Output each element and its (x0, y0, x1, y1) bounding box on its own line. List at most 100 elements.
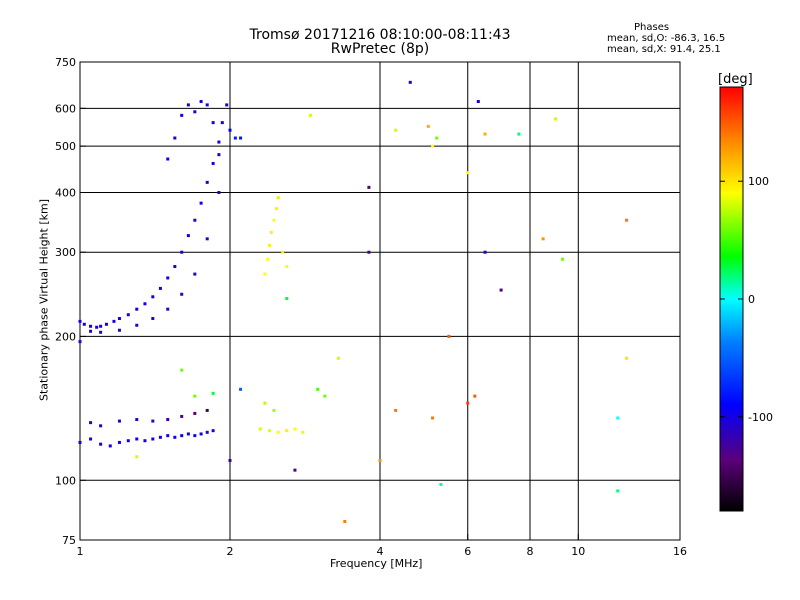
data-point (99, 424, 103, 428)
data-point (323, 394, 327, 398)
data-point (233, 136, 237, 140)
data-point (275, 207, 279, 211)
data-point (285, 297, 289, 301)
data-point (553, 117, 557, 121)
data-point (143, 302, 147, 306)
data-point (108, 444, 112, 448)
data-point (276, 430, 280, 434)
chart-title: Tromsø 20171216 08:10:00-08:11:43 (249, 27, 511, 43)
data-point (99, 330, 103, 334)
data-point (186, 234, 190, 238)
data-point (301, 430, 305, 434)
data-point (135, 323, 139, 327)
data-point (276, 196, 280, 200)
x-axis-label: Frequency [MHz] (330, 557, 423, 570)
phases-x-stats: mean, sd,X: 91.4, 25.1 (607, 44, 721, 55)
data-point (193, 110, 197, 114)
data-point (78, 319, 82, 323)
data-point (99, 324, 103, 328)
data-point (316, 387, 320, 391)
data-point (466, 171, 470, 175)
y-tick-label: 750 (55, 56, 76, 69)
data-point (483, 132, 487, 136)
data-point (431, 416, 435, 420)
colorbar-tick-label: -100 (748, 411, 773, 424)
y-tick-label: 300 (55, 246, 76, 259)
data-point (205, 103, 209, 107)
data-point (308, 113, 312, 117)
data-point (104, 322, 108, 326)
data-point (267, 429, 271, 433)
data-point (166, 418, 170, 422)
data-point (166, 157, 170, 161)
data-point (263, 401, 267, 405)
data-point (117, 328, 121, 332)
data-point (466, 401, 470, 405)
data-point (476, 100, 480, 104)
data-point (126, 313, 130, 317)
data-point (205, 180, 209, 184)
x-tick-label: 16 (673, 545, 687, 558)
data-point (336, 356, 340, 360)
data-point (89, 437, 93, 441)
data-points (78, 80, 629, 523)
x-ticks: 1 2 4 6 8 10 16 (77, 534, 687, 558)
chart-subtitle: RwPretec (8p) (330, 41, 430, 57)
data-point (166, 276, 170, 280)
data-point (367, 185, 371, 189)
data-point (293, 468, 297, 472)
data-point (186, 103, 190, 107)
data-point (180, 434, 184, 438)
data-point (173, 136, 177, 140)
data-point (199, 201, 203, 205)
data-point (180, 113, 184, 117)
data-point (95, 325, 99, 329)
data-point (180, 250, 184, 254)
y-tick-label: 200 (55, 330, 76, 343)
data-point (426, 124, 430, 128)
colorbar-ticks: 100 0 -100 (720, 175, 773, 424)
data-point (517, 132, 521, 136)
data-point (151, 419, 155, 423)
data-point (211, 121, 215, 125)
data-point (378, 458, 382, 462)
data-point (625, 218, 629, 222)
data-point (263, 272, 267, 276)
data-point (239, 387, 243, 391)
data-point (394, 128, 398, 132)
y-tick-label: 100 (55, 474, 76, 487)
x-tick-label: 6 (464, 545, 471, 558)
data-point (435, 136, 439, 140)
x-tick-label: 4 (377, 545, 384, 558)
data-point (217, 153, 221, 157)
grid-lines (80, 62, 680, 540)
data-point (78, 440, 82, 444)
data-point (205, 430, 209, 434)
x-tick-label: 2 (227, 545, 234, 558)
data-point (211, 391, 215, 395)
data-point (272, 408, 276, 412)
phases-title: Phases (634, 22, 670, 33)
data-point (135, 455, 139, 459)
data-point (616, 489, 620, 493)
data-point (158, 286, 162, 290)
data-point (285, 265, 289, 269)
data-point (269, 230, 273, 234)
data-point (158, 435, 162, 439)
phases-o-stats: mean, sd,O: -86.3, 16.5 (607, 33, 726, 44)
data-point (616, 416, 620, 420)
data-point (228, 458, 232, 462)
data-point (473, 394, 477, 398)
data-point (447, 334, 451, 338)
data-point (166, 434, 170, 438)
x-tick-label: 8 (527, 545, 534, 558)
data-point (126, 439, 130, 443)
x-tick-label: 1 (77, 545, 84, 558)
data-point (151, 316, 155, 320)
data-point (285, 429, 289, 433)
y-ticks: 75 100 200 300 400 500 600 750 (55, 56, 86, 547)
data-point (211, 161, 215, 165)
data-point (89, 421, 93, 425)
data-point (267, 243, 271, 247)
data-point (211, 429, 215, 433)
